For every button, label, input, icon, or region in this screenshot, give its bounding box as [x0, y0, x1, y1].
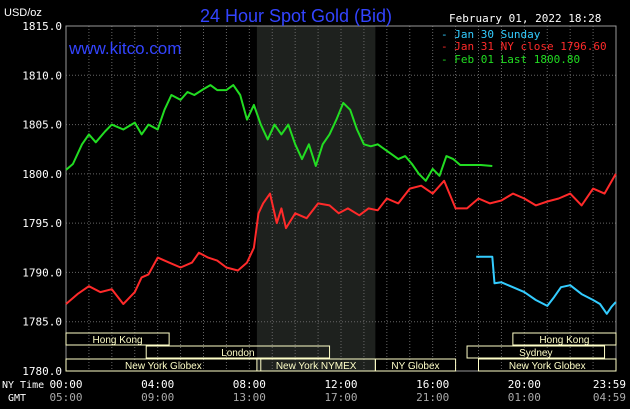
y-tick-label-6: 1810.0 — [22, 69, 62, 82]
y-tick-label-7: 1815.0 — [22, 20, 62, 33]
session-box-7 — [478, 358, 617, 372]
x-tick-label-ny-6: 23:59 — [593, 378, 626, 391]
x-tick-label-ny-4: 16:00 — [416, 378, 449, 391]
session-label-4: NY Globex — [391, 361, 439, 372]
unit-label: USD/oz — [4, 7, 42, 19]
y-tick-label-0: 1780.0 — [22, 365, 62, 378]
session-box-6 — [466, 345, 606, 359]
legend-marker-jan30: - — [441, 28, 454, 41]
session-box-5 — [512, 332, 617, 346]
ny-time-label: NY Time — [2, 380, 44, 391]
x-tick-label-gmt-1: 09:00 — [141, 391, 174, 404]
session-label-1: London — [221, 348, 254, 359]
chart-title: 24 Hour Spot Gold (Bid) — [200, 6, 392, 26]
session-label-0: Hong Kong — [93, 335, 143, 346]
session-label-3: New York NYMEX — [276, 361, 357, 372]
legend-item-jan30: - Jan 30 Sunday — [441, 28, 541, 41]
x-tick-label-gmt-6: 04:59 — [593, 391, 626, 404]
x-tick-label-ny-5: 20:00 — [508, 378, 541, 391]
x-tick-label-ny-0: 00:00 — [49, 378, 82, 391]
legend-item-feb01: - Feb 01 Last 1800.80 — [441, 53, 580, 66]
legend-label-feb01: Feb 01 Last 1800.80 — [454, 53, 580, 66]
session-box-0 — [65, 332, 170, 346]
legend-marker-jan31: - — [441, 40, 454, 53]
session-label-7: New York Globex — [509, 361, 586, 372]
legend-marker-feb01: - — [441, 53, 454, 66]
session-label-5: Hong Kong — [539, 335, 589, 346]
y-tick-label-1: 1785.0 — [22, 316, 62, 329]
timestamp-label: February 01, 2022 18:28 — [449, 12, 601, 25]
x-tick-label-ny-1: 04:00 — [141, 378, 174, 391]
x-tick-label-ny-3: 12:00 — [324, 378, 357, 391]
legend-label-jan30: Jan 30 Sunday — [454, 28, 540, 41]
legend-item-jan31: - Jan 31 NY close 1796.60 — [441, 40, 607, 53]
series-line-0 — [476, 255, 617, 315]
x-tick-label-gmt-5: 01:00 — [508, 391, 541, 404]
y-tick-label-3: 1795.0 — [22, 217, 62, 230]
y-tick-label-4: 1800.0 — [22, 168, 62, 181]
series-line-1 — [65, 173, 617, 305]
x-tick-label-ny-2: 08:00 — [233, 378, 266, 391]
legend: - Jan 30 Sunday - Jan 31 NY close 1796.6… — [441, 28, 607, 66]
nymex-shaded-region — [256, 26, 376, 371]
session-box-2 — [65, 358, 262, 372]
x-tick-label-gmt-4: 21:00 — [416, 391, 449, 404]
y-tick-label-2: 1790.0 — [22, 266, 62, 279]
x-tick-label-gmt-3: 17:00 — [324, 391, 357, 404]
series-line-2 — [65, 84, 493, 182]
gmt-label: GMT — [8, 393, 26, 404]
session-box-4 — [374, 358, 457, 372]
session-label-2: New York Globex — [125, 361, 202, 372]
session-box-1 — [145, 345, 331, 359]
legend-label-jan31: Jan 31 NY close 1796.60 — [454, 40, 606, 53]
x-tick-label-gmt-0: 05:00 — [49, 391, 82, 404]
y-tick-label-5: 1805.0 — [22, 119, 62, 132]
x-tick-label-gmt-2: 13:00 — [233, 391, 266, 404]
website-label: www.kitco.com — [68, 39, 181, 58]
session-label-6: Sydney — [519, 348, 552, 359]
